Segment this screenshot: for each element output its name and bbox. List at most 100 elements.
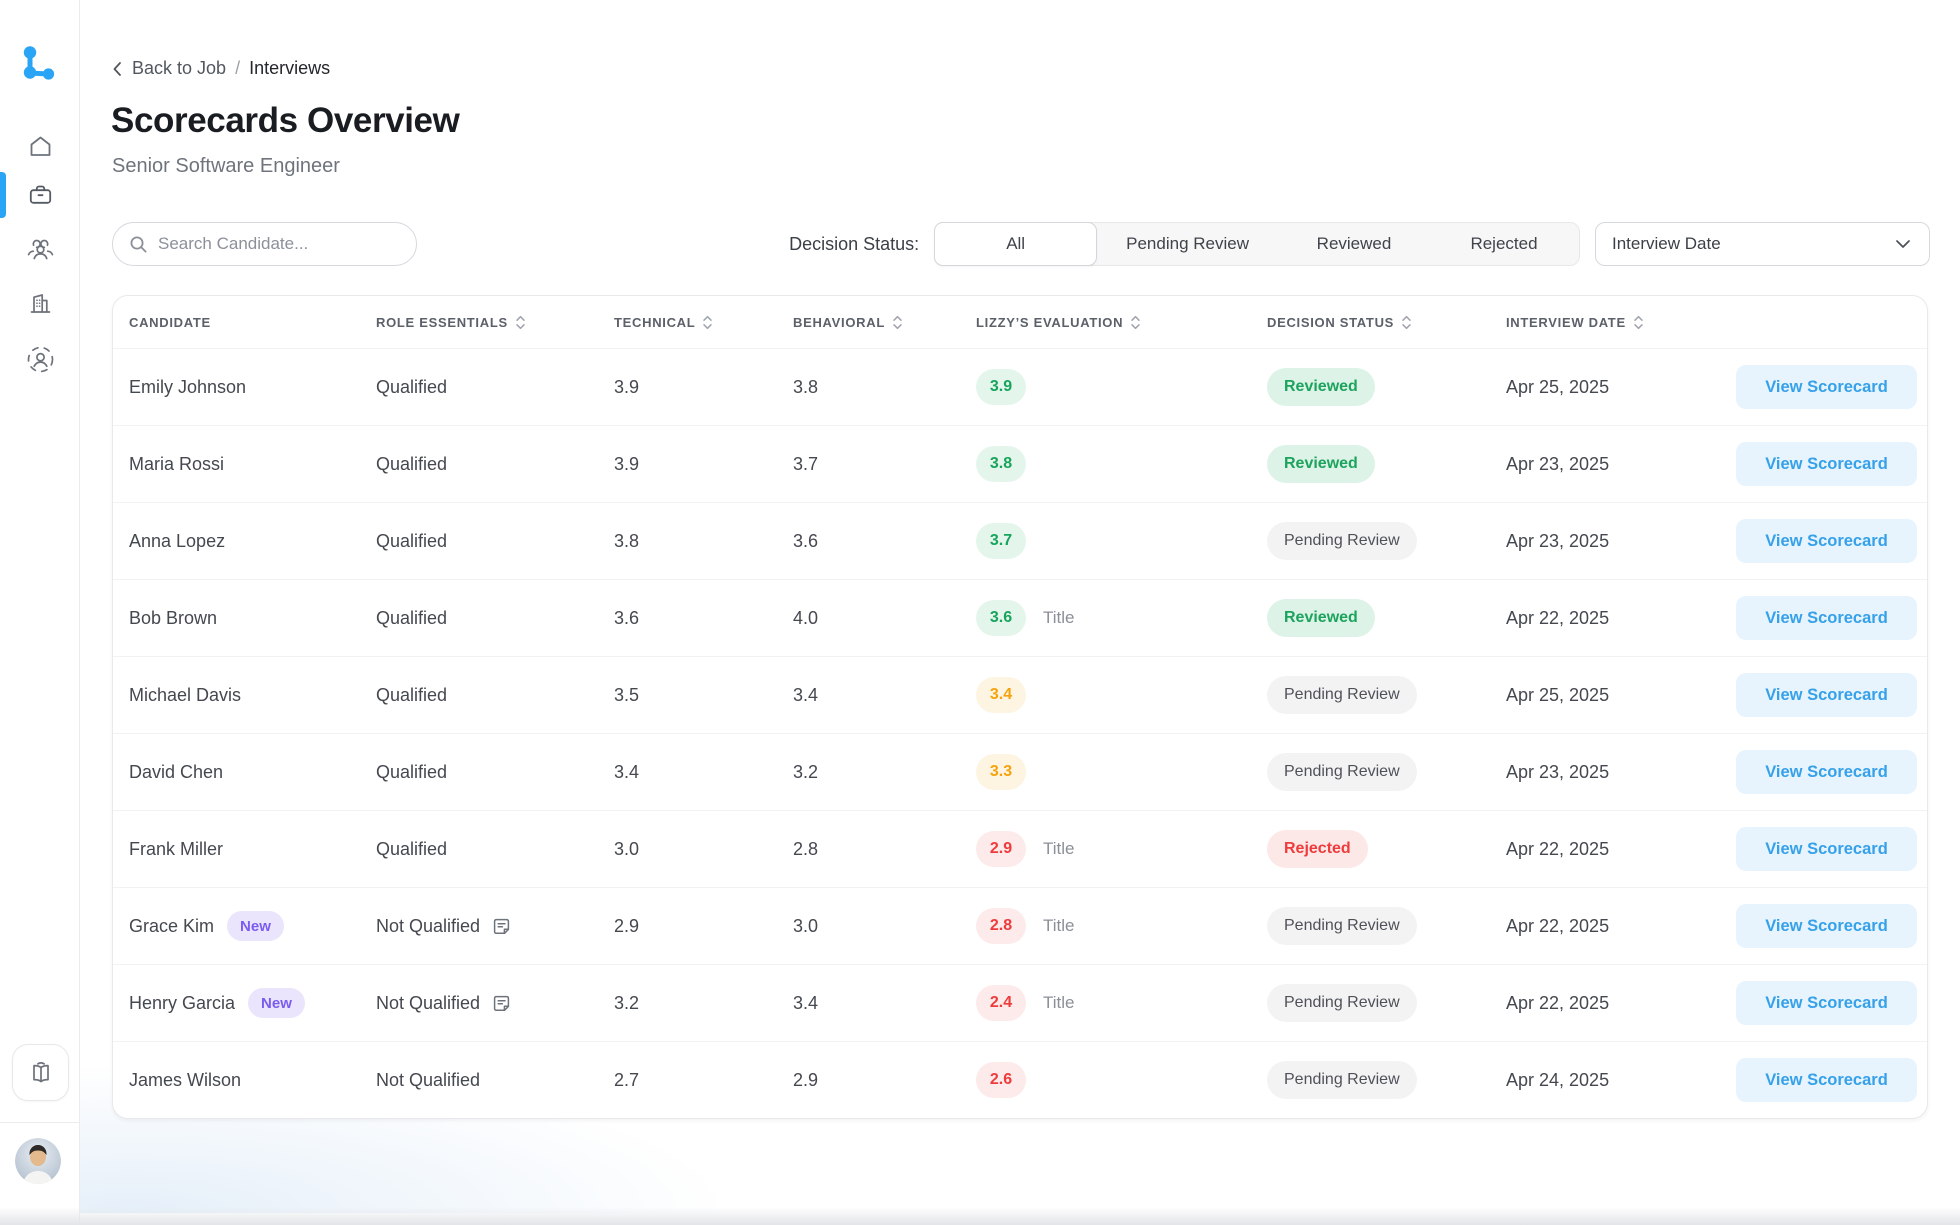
action-cell: View Scorecard <box>1736 1058 1917 1102</box>
role-essentials-cell: Qualified <box>376 531 614 552</box>
view-scorecard-button[interactable]: View Scorecard <box>1736 596 1917 640</box>
candidate-cell: Bob Brown <box>129 608 376 629</box>
decision-status-cell: Pending Review <box>1267 1061 1506 1099</box>
view-scorecard-button[interactable]: View Scorecard <box>1736 981 1917 1025</box>
back-label: Back to Job <box>132 58 227 78</box>
role-essentials-value: Not Qualified <box>376 915 481 936</box>
decision-status-cell: Pending Review <box>1267 676 1506 714</box>
evaluation-score-pill: 3.4 <box>976 677 1026 713</box>
evaluation-score-pill: 3.8 <box>976 446 1026 482</box>
action-cell: View Scorecard <box>1736 904 1917 948</box>
column-header-lizzy-s-evaluation: LIZZY’S EVALUATION <box>976 314 1267 331</box>
sort-icon[interactable] <box>515 314 526 331</box>
role-essentials-cell: Qualified <box>376 762 614 783</box>
note-icon[interactable] <box>491 993 512 1014</box>
sidebar-item-jobs[interactable] <box>0 170 80 220</box>
decision-status-badge: Pending Review <box>1267 907 1417 945</box>
column-header-label: ROLE ESSENTIALS <box>376 314 508 330</box>
sort-icon[interactable] <box>892 314 903 331</box>
active-indicator <box>0 172 6 218</box>
action-cell: View Scorecard <box>1736 981 1917 1025</box>
sidebar-item-companies[interactable] <box>0 278 80 328</box>
table-row: Grace Kim New Not Qualified 2.9 3.0 2.8 Title… <box>113 887 1927 964</box>
view-scorecard-button[interactable]: View Scorecard <box>1736 673 1917 717</box>
decision-status-badge: Reviewed <box>1267 445 1375 483</box>
column-header-label: LIZZY’S EVALUATION <box>976 314 1124 330</box>
candidate-cell: Henry Garcia New <box>129 988 376 1018</box>
column-header-role-essentials: ROLE ESSENTIALS <box>376 314 614 331</box>
sort-icon[interactable] <box>1130 314 1141 331</box>
evaluation-score-pill: 3.7 <box>976 523 1026 559</box>
candidate-name: Maria Rossi <box>129 453 225 474</box>
candidate-cell: Grace Kim New <box>129 911 376 941</box>
sidebar-item-candidates[interactable] <box>0 224 80 274</box>
decision-status-cell: Reviewed <box>1267 368 1506 406</box>
evaluation-score-pill: 2.4 <box>976 985 1026 1021</box>
view-scorecard-button[interactable]: View Scorecard <box>1736 904 1917 948</box>
sidebar-divider <box>0 1122 80 1123</box>
role-essentials-cell: Not Qualified <box>376 993 614 1014</box>
lizzy-logo-icon[interactable] <box>18 44 58 84</box>
view-scorecard-button[interactable]: View Scorecard <box>1736 442 1917 486</box>
table-row: Maria Rossi Qualified 3.9 3.7 3.8 Reviewed Apr… <box>113 425 1927 502</box>
back-to-job-link[interactable]: Back to Job <box>112 58 226 79</box>
candidate-cell: Anna Lopez <box>129 531 376 552</box>
decision-filter-rejected[interactable]: Rejected <box>1470 234 1538 253</box>
decision-filter-reviewed[interactable]: Reviewed <box>1316 234 1392 253</box>
decision-status-cell: Reviewed <box>1267 445 1506 483</box>
behavioral-score: 4.0 <box>793 607 819 628</box>
role-essentials-cell: Not Qualified <box>376 916 614 937</box>
table-body: Emily Johnson Qualified 3.9 3.8 3.9 Reviewed A… <box>113 348 1927 1118</box>
search-candidate-box[interactable] <box>112 222 417 266</box>
technical-score: 3.6 <box>614 607 640 628</box>
person-circle-icon <box>26 345 55 374</box>
sidebar-item-sourcing[interactable] <box>0 334 80 384</box>
sort-icon[interactable] <box>702 314 713 331</box>
evaluation-title-label: Title <box>1043 993 1075 1012</box>
view-scorecard-button[interactable]: View Scorecard <box>1736 365 1917 409</box>
decision-status-cell: Pending Review <box>1267 907 1506 945</box>
role-essentials-value: Qualified <box>376 607 448 628</box>
evaluation-score-pill: 3.3 <box>976 754 1026 790</box>
interview-date-dropdown[interactable]: Interview Date <box>1595 222 1930 266</box>
action-cell: View Scorecard <box>1736 750 1917 794</box>
view-scorecard-button[interactable]: View Scorecard <box>1736 750 1917 794</box>
decision-filter-all[interactable]: All <box>934 222 1098 266</box>
sort-icon[interactable] <box>1401 314 1412 331</box>
candidate-name: Anna Lopez <box>129 530 226 551</box>
table-row: David Chen Qualified 3.4 3.2 3.3 Pending Revi… <box>113 733 1927 810</box>
user-avatar[interactable] <box>15 1138 61 1184</box>
technical-score: 3.9 <box>614 376 640 397</box>
breadcrumb-separator: / <box>235 58 241 78</box>
role-essentials-value: Qualified <box>376 530 448 551</box>
library-button[interactable] <box>12 1044 69 1101</box>
sort-icon[interactable] <box>1633 314 1644 331</box>
filter-cluster: Decision Status: All Pending Review Review… <box>789 222 1930 266</box>
role-essentials-value: Qualified <box>376 838 448 859</box>
search-input[interactable] <box>158 234 400 254</box>
decision-status-badge: Pending Review <box>1267 753 1417 791</box>
candidate-name: Henry Garcia <box>129 992 236 1013</box>
role-essentials-value: Not Qualified <box>376 992 481 1013</box>
page-subtitle: Senior Software Engineer <box>112 155 340 177</box>
evaluation-score-pill: 2.8 <box>976 908 1026 944</box>
column-header-label: INTERVIEW DATE <box>1506 314 1626 330</box>
table-row: Michael Davis Qualified 3.5 3.4 3.4 Pending R… <box>113 656 1927 733</box>
view-scorecard-button[interactable]: View Scorecard <box>1736 1058 1917 1102</box>
evaluation-score-pill: 3.6 <box>976 600 1026 636</box>
table-row: James Wilson Not Qualified 2.7 2.9 2.6 Pendin… <box>113 1041 1927 1118</box>
behavioral-score: 3.4 <box>793 684 819 705</box>
candidate-cell: James Wilson <box>129 1070 376 1091</box>
sidebar-item-home[interactable] <box>0 121 80 171</box>
role-essentials-cell: Not Qualified <box>376 1070 614 1091</box>
candidate-cell: Frank Miller <box>129 839 376 860</box>
sidebar <box>0 0 80 1225</box>
decision-filter-pending-review[interactable]: Pending Review <box>1126 234 1249 253</box>
note-icon[interactable] <box>491 916 512 937</box>
column-header-decision-status: DECISION STATUS <box>1267 314 1506 331</box>
view-scorecard-button[interactable]: View Scorecard <box>1736 827 1917 871</box>
role-essentials-cell: Qualified <box>376 685 614 706</box>
view-scorecard-button[interactable]: View Scorecard <box>1736 519 1917 563</box>
technical-score: 2.9 <box>614 915 640 936</box>
breadcrumb-current[interactable]: Interviews <box>249 58 331 78</box>
